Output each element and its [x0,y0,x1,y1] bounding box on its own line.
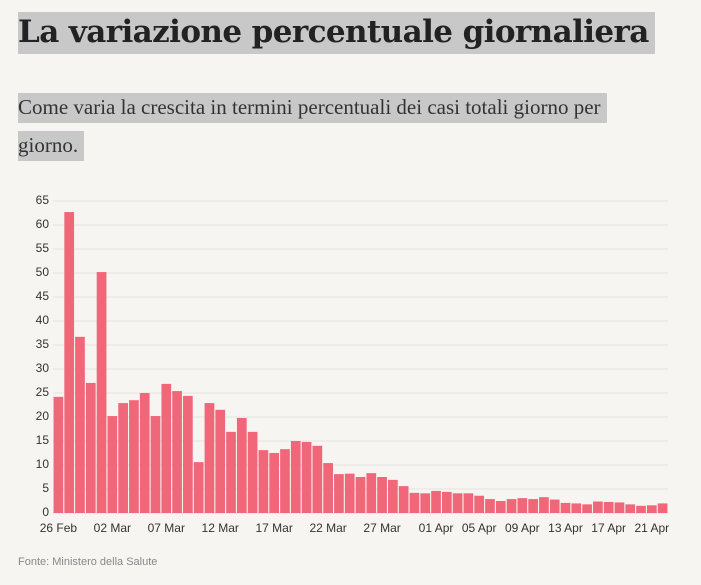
bar [280,449,290,513]
bar [495,501,506,513]
bar [64,212,75,513]
bar [215,409,226,513]
bar [290,441,301,513]
bar [172,391,182,513]
bar [582,504,592,513]
x-tick-label: 13 Apr [548,521,583,535]
bar [506,499,517,513]
bar [571,503,582,513]
bar [463,493,474,513]
y-tick-label: 0 [42,505,49,519]
bar [452,493,463,513]
bar [549,499,560,513]
bar [204,403,215,513]
bar [269,453,280,513]
x-tick-label: 22 Mar [309,521,346,535]
x-tick-label: 26 Feb [40,521,78,535]
x-tick-label: 12 Mar [202,521,239,535]
y-tick-label: 45 [36,289,50,303]
bar [53,396,64,513]
bar [193,462,204,513]
bar [528,499,538,513]
x-tick-label: 01 Apr [419,521,454,535]
bar [646,505,657,513]
y-tick-label: 25 [36,385,50,399]
bar [139,393,150,513]
y-tick-label: 20 [36,409,50,423]
bar [107,416,118,513]
bar [420,493,431,513]
y-tick-label: 15 [36,433,50,447]
bar [593,501,603,513]
subtitle: Come varia la crescita in termini percen… [18,88,658,164]
bar [161,383,172,513]
bar [636,505,646,513]
bar [96,272,107,513]
bar [150,416,161,513]
bar [409,492,420,513]
source: Fonte: Ministero della Salute [18,556,158,568]
bar [236,417,247,513]
bar [118,403,128,513]
bar [398,486,409,513]
bar [301,441,312,513]
bar [377,477,387,513]
y-tick-label: 65 [36,193,50,207]
bar [355,477,366,513]
y-tick-label: 10 [36,457,50,471]
title-text: La variazione percentuale giornaliera [18,12,655,54]
y-tick-label: 50 [36,265,50,279]
y-tick-label: 30 [36,361,50,375]
chart: 0 5 10 15 20 25 30 35 40 45 50 55 60 65 26 Feb 02 Mar 07… [36,193,670,535]
bar [129,400,139,513]
bar [539,497,549,513]
bar [226,431,236,513]
bar [366,473,377,513]
bar [85,382,96,513]
bar [614,502,625,513]
bar [344,473,355,513]
x-tick-label: 17 Mar [256,521,293,535]
bar [183,395,193,513]
bar [334,474,344,513]
x-tick-label: 07 Mar [148,521,185,535]
x-tick-label: 09 Apr [505,521,540,535]
bar [560,502,571,513]
y-tick-label: 5 [42,481,49,495]
y-tick-label: 35 [36,337,50,351]
bar [431,490,441,513]
x-tick-label: 27 Mar [363,521,400,535]
bar [258,450,269,513]
x-tick-label: 17 Apr [591,521,626,535]
bar [312,445,323,513]
y-tick-label: 60 [36,217,50,231]
bar [474,495,485,513]
bar [75,336,85,513]
bar [625,504,636,513]
bar [247,431,258,513]
bar [323,463,333,513]
title: La variazione percentuale giornaliera [18,12,655,54]
bar [603,501,614,513]
bar [517,498,528,513]
x-tick-label: 05 Apr [462,521,497,535]
x-tick-label: 21 Apr [634,521,669,535]
bar [388,479,398,513]
x-tick-label: 02 Mar [94,521,131,535]
bar [441,491,452,513]
subtitle-text: Come varia la crescita in termini percen… [18,93,607,161]
bar [485,499,495,513]
y-tick-label: 55 [36,241,50,255]
bar [657,503,668,513]
y-tick-label: 40 [36,313,50,327]
